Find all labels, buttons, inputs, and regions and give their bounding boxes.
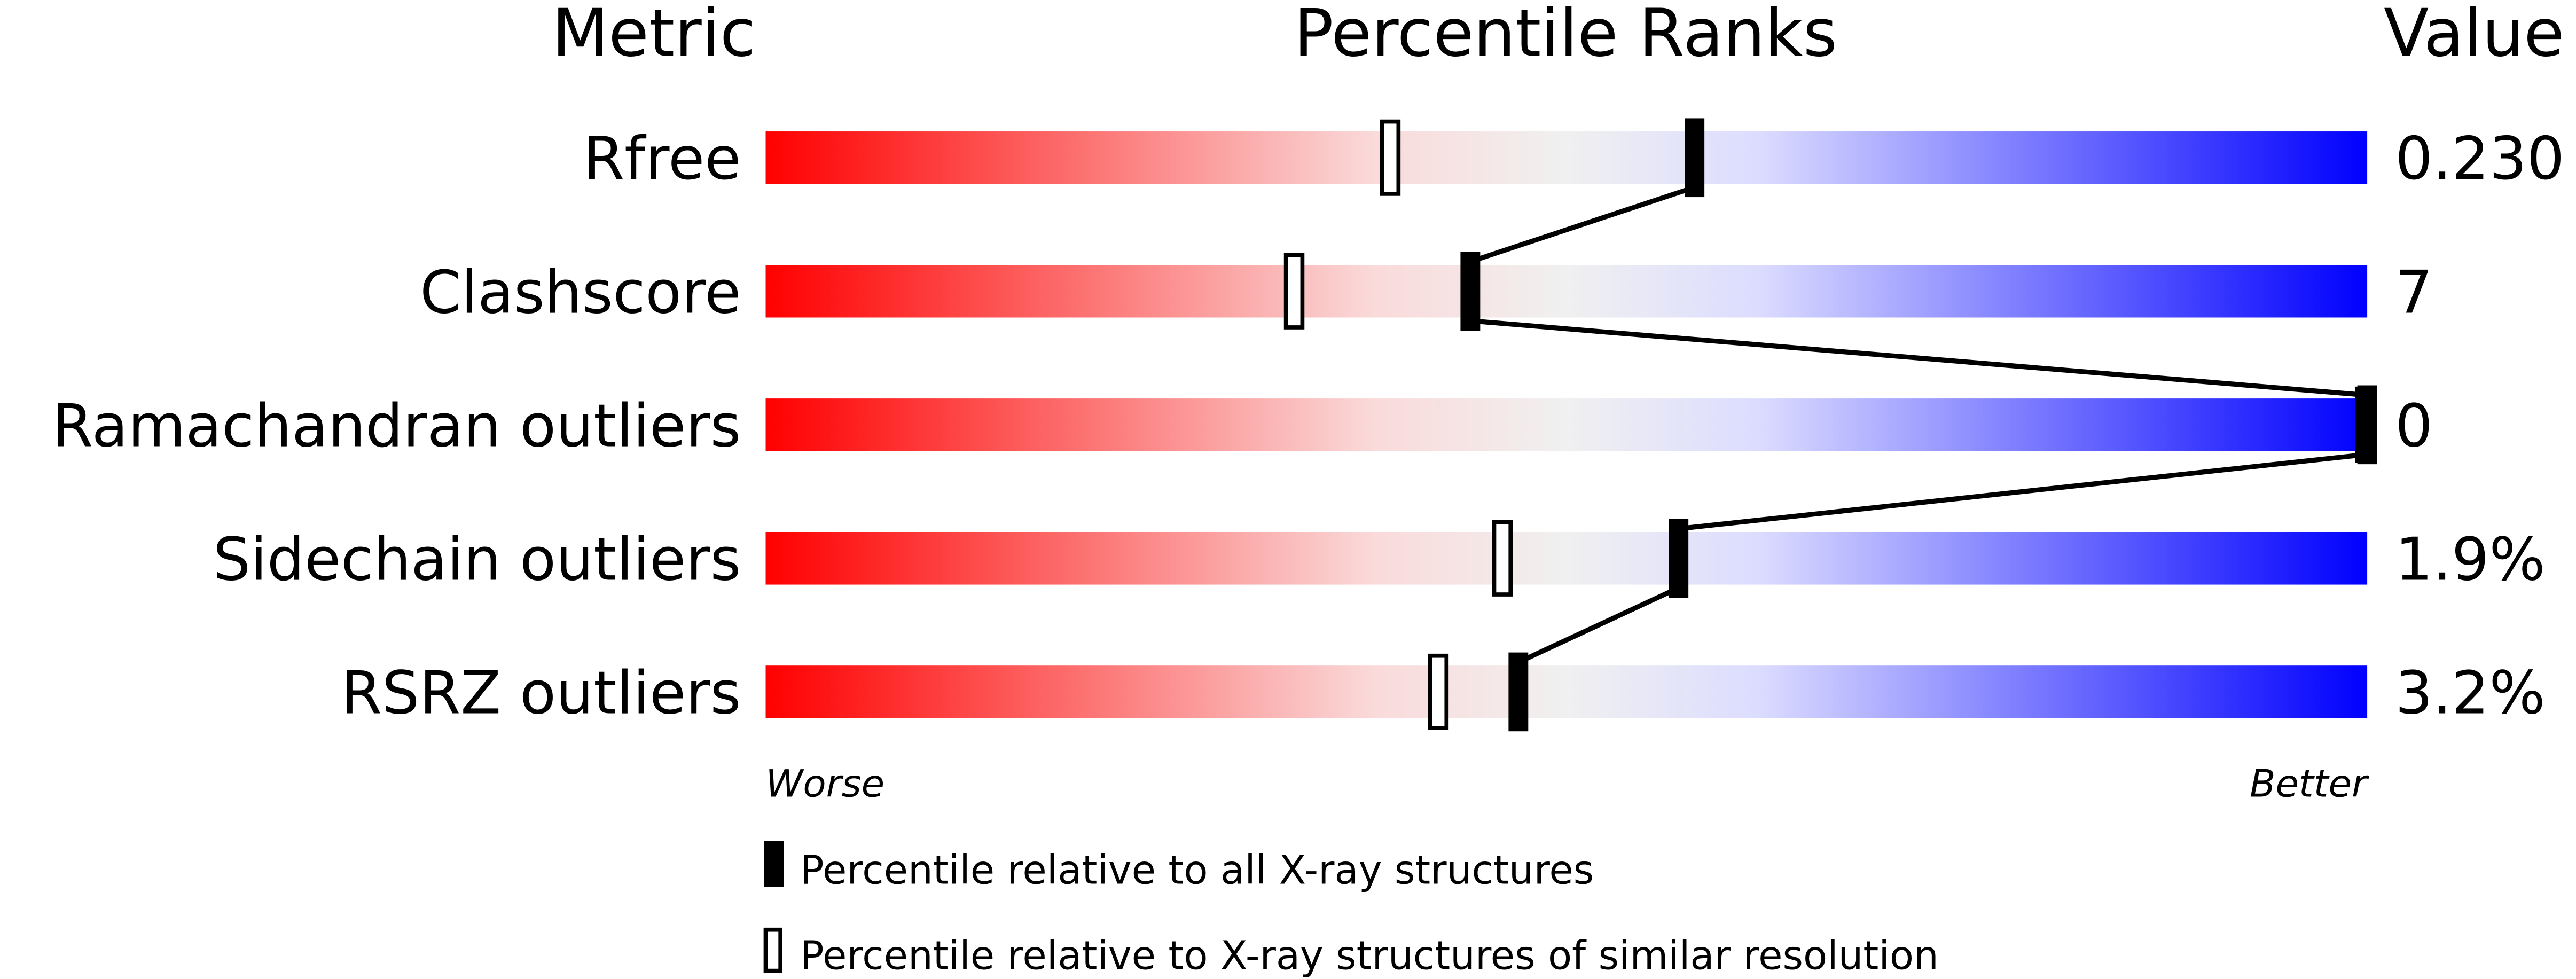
metric-value: 3.2% (2395, 659, 2545, 727)
marker-all-structures (1685, 118, 1705, 198)
header-percentile: Percentile Ranks (1294, 0, 1837, 72)
legend-label-all: Percentile relative to all X-ray structu… (800, 848, 1594, 894)
legend-filled-marker-icon (764, 841, 784, 887)
connector-line (1470, 318, 2368, 398)
percentile-bar (765, 532, 2368, 585)
marker-all-structures (1508, 652, 1529, 732)
axis-label-worse: Worse (765, 762, 884, 806)
metric-label: Rfree (583, 124, 741, 193)
metric-value: 7 (2395, 258, 2432, 327)
metric-label: Ramachandran outliers (52, 391, 741, 460)
connector-line (1517, 585, 1680, 665)
marker-all-structures (1460, 252, 1481, 331)
percentile-bar (765, 398, 2368, 451)
marker-similar-resolution (1380, 119, 1401, 196)
marker-all-structures (2357, 385, 2377, 465)
marker-similar-resolution (1428, 653, 1449, 730)
header-value: Value (2384, 0, 2564, 72)
percentile-bar (765, 131, 2368, 184)
connector-line (1678, 452, 2368, 531)
metric-label: Clashscore (420, 258, 741, 327)
marker-all-structures (1669, 519, 1689, 598)
metric-label: RSRZ outliers (341, 659, 741, 727)
metric-label: Sidechain outliers (213, 525, 741, 594)
metric-value: 0 (2395, 391, 2432, 460)
percentile-bar (765, 265, 2368, 318)
header-metric: Metric (552, 0, 756, 72)
metric-value: 0.230 (2395, 124, 2564, 193)
axis-label-better: Better (2250, 762, 2369, 806)
legend-open-marker-icon (763, 927, 783, 973)
percentile-bar (765, 665, 2368, 718)
marker-similar-resolution (1283, 253, 1305, 330)
connector-line (1469, 185, 1696, 264)
metric-value: 1.9% (2395, 525, 2545, 594)
marker-similar-resolution (1492, 520, 1513, 597)
legend-label-similar: Percentile relative to X-ray structures … (800, 933, 1939, 979)
